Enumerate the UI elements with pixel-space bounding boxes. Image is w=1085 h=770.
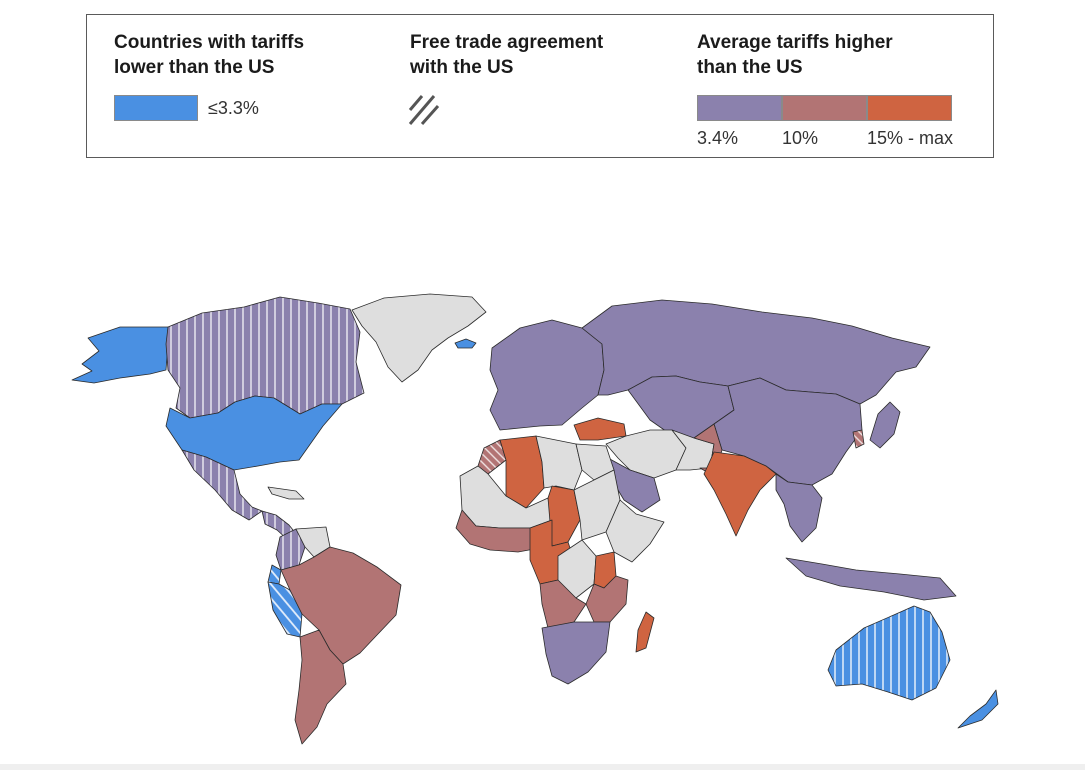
map-region-iceland	[454, 338, 477, 349]
map-region-india	[703, 451, 777, 537]
map-region-turkey	[573, 417, 627, 441]
map-region-peru	[267, 581, 303, 638]
legend-higher-swatch-3	[867, 95, 952, 121]
footer-divider	[0, 764, 1085, 770]
map-region-east-africa	[585, 575, 629, 623]
map-region-new-zealand	[957, 689, 999, 729]
legend-lower-label: ≤3.3%	[208, 98, 259, 118]
map-region-europe	[489, 319, 605, 431]
map-region-ecuador	[267, 564, 282, 585]
legend-higher-label-3: 15% - max	[867, 128, 954, 148]
legend-lower-title: Countries with tariffs lower than the US	[114, 32, 305, 78]
legend-fta-group: Free trade agreement with the US	[410, 30, 603, 80]
map-region-west-africa	[455, 509, 541, 553]
map-region-australia	[827, 605, 951, 701]
legend-higher-label-1: 3.4%	[697, 128, 739, 148]
legend-lower-swatch	[114, 95, 198, 121]
map-region-indonesia	[785, 557, 957, 601]
map-region-caribbean	[267, 486, 305, 500]
legend-higher-label-2: 10%	[782, 128, 819, 148]
legend-fta-hatch-icon	[408, 95, 440, 125]
map-region-greenland	[351, 293, 487, 383]
map-region-southern-africa	[541, 621, 611, 685]
legend-lower-group: Countries with tariffs lower than the US	[114, 30, 304, 80]
map-legend: Countries with tariffs lower than the US…	[86, 14, 994, 158]
map-region-morocco	[477, 439, 507, 475]
legend-higher-swatch-1	[697, 95, 782, 121]
map-region-southeast-asia	[775, 473, 823, 543]
legend-fta-title: Free trade agreement with the US	[410, 32, 604, 78]
map-region-japan	[869, 401, 901, 449]
legend-higher-swatch-2	[782, 95, 867, 121]
world-tariff-map	[71, 293, 999, 745]
map-region-brazil	[280, 546, 402, 665]
legend-higher-group: Average tariffs higher than the US	[697, 30, 893, 80]
map-region-southern-cone	[294, 629, 347, 745]
legend-higher-title: Average tariffs higher than the US	[697, 32, 893, 78]
map-region-madagascar	[635, 611, 655, 653]
map-region-horn-of-africa	[605, 499, 665, 563]
map-region-angola	[539, 579, 587, 629]
map-region-south-korea	[852, 429, 865, 449]
